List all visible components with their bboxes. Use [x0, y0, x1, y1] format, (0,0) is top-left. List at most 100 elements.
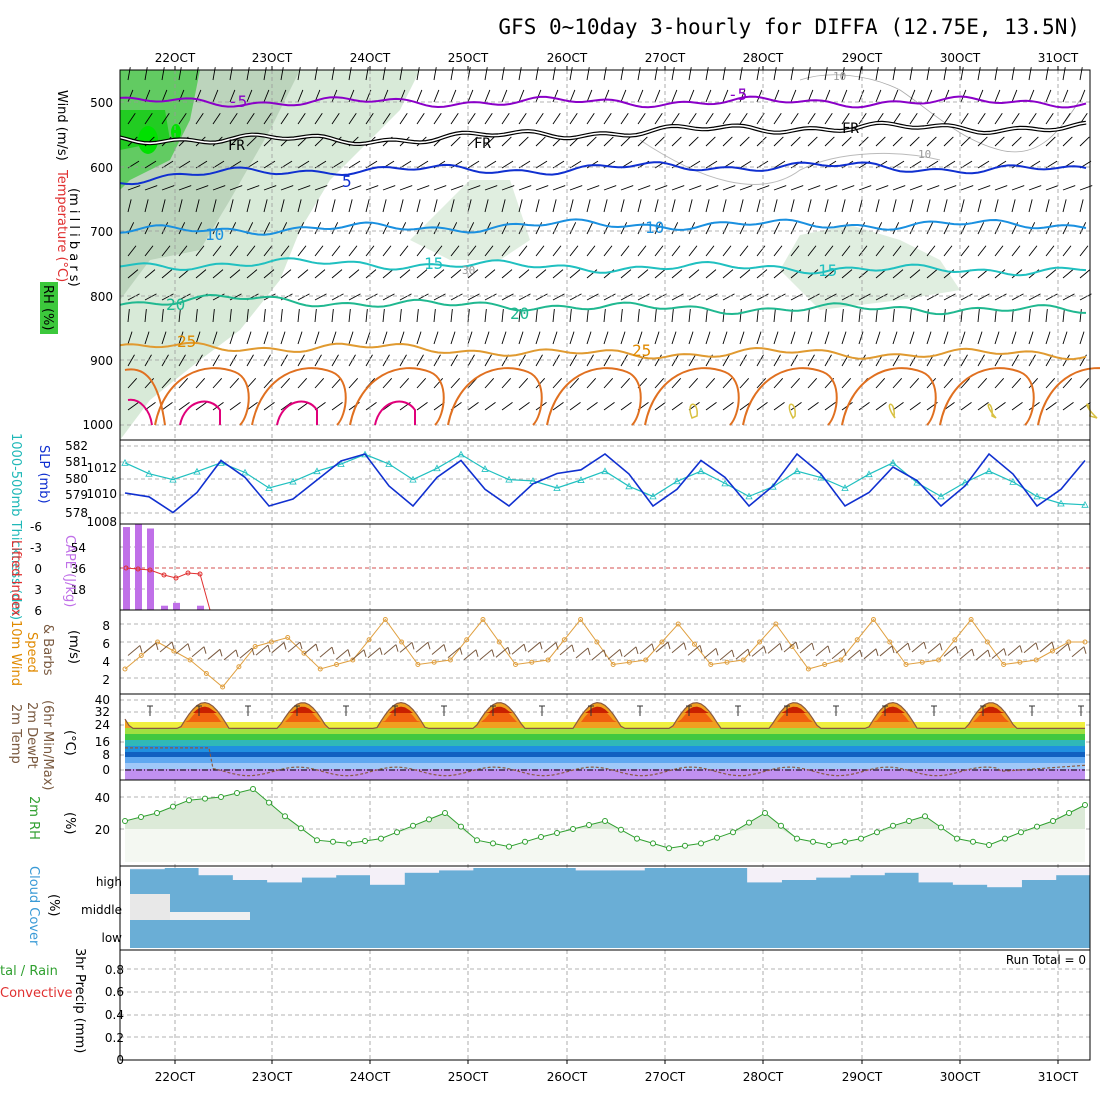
- wind-barb: [688, 112, 697, 125]
- wind-barb: [807, 67, 811, 81]
- wind-barb: [411, 642, 415, 650]
- wind-barb: [773, 245, 783, 257]
- wind-barb: [790, 136, 801, 147]
- wind-barb: [535, 112, 544, 125]
- wind-barb: [1028, 401, 1040, 411]
- wind-barb: [892, 245, 902, 257]
- rh-point: [410, 822, 416, 829]
- wind-barb: [943, 378, 954, 389]
- thickness-point: [1057, 499, 1065, 507]
- wind-barb: [975, 649, 989, 661]
- rh-point: [1050, 818, 1056, 824]
- wind-barb: [994, 89, 1001, 103]
- rh-point: [426, 816, 432, 823]
- wind-barb: [365, 269, 377, 279]
- wind-barb: [739, 185, 753, 191]
- upper-y-axis: 500 600 700 800 900 1000: [82, 96, 113, 432]
- rh-shade: [138, 126, 158, 154]
- wind-barb: [484, 309, 487, 323]
- wind-barb: [1067, 643, 1071, 651]
- wind-barb: [756, 331, 762, 345]
- wind-barb: [195, 112, 204, 125]
- wind-barb: [909, 136, 920, 147]
- wind-barb: [1045, 199, 1050, 213]
- wind-barb: [1079, 199, 1084, 213]
- wind-barb: [715, 648, 719, 656]
- wind-barb: [280, 185, 294, 191]
- wind-barb: [875, 136, 886, 147]
- wind-barb: [943, 112, 952, 125]
- wind-barb: [1079, 378, 1090, 389]
- thickness-point: [649, 492, 657, 500]
- wind-barb: [671, 309, 674, 323]
- rh-point: [378, 835, 384, 842]
- wind-barb: [552, 331, 558, 345]
- wind-barb: [399, 185, 413, 191]
- wind-barb: [960, 112, 969, 125]
- wind-barb: [739, 309, 742, 323]
- wind-barb: [705, 293, 718, 301]
- temp-band: [125, 769, 1085, 780]
- tick-label: 800: [90, 290, 113, 304]
- wind-barb: [943, 136, 954, 147]
- rh-point: [682, 842, 688, 849]
- wind-barb: [246, 89, 253, 103]
- wind-barb: [807, 331, 813, 345]
- wind-speed-point: [659, 639, 665, 645]
- wind-barb: [246, 378, 257, 389]
- wind-barb: [994, 67, 998, 81]
- wind-barb: [527, 641, 541, 653]
- wind-barb: [620, 331, 626, 345]
- wind-barb: [246, 185, 260, 191]
- wind-barb: [586, 185, 600, 191]
- rh-point: [650, 840, 656, 847]
- wind-barb: [280, 269, 292, 279]
- wind-barb: [1045, 222, 1053, 235]
- wind-barb: [722, 67, 726, 81]
- contour-30: [841, 367, 937, 426]
- wind-speed-point: [366, 637, 372, 643]
- wind-barb: [416, 160, 429, 169]
- wind-barb: [955, 646, 959, 654]
- axis-label: tal / Rain: [0, 964, 58, 979]
- wind-barb: [484, 67, 488, 81]
- wind-barb: [1079, 309, 1082, 323]
- wind-barb: [773, 401, 785, 411]
- wind-barb: [450, 378, 461, 389]
- rh-point: [394, 829, 400, 836]
- thickness-point: [169, 475, 177, 483]
- wind-barb: [773, 112, 782, 125]
- wind-barb: [858, 89, 865, 103]
- cloud-high-gap: [781, 868, 817, 880]
- wind-barb: [178, 199, 183, 213]
- wind-barb: [1011, 293, 1024, 301]
- wind-barb: [858, 245, 868, 257]
- rh-point: [154, 810, 160, 816]
- wind-barb: [739, 199, 744, 213]
- wind-barb: [586, 293, 599, 301]
- wind-barb: [382, 269, 394, 279]
- wind-barb: [994, 245, 1004, 257]
- axis-label: (m/s): [66, 630, 81, 664]
- wind-barb: [824, 185, 838, 191]
- wind-barb: [518, 245, 528, 257]
- temp-range: [343, 705, 349, 716]
- thickness-point: [121, 458, 129, 466]
- wind-barb: [751, 646, 765, 657]
- wind-barb: [603, 67, 607, 81]
- wind-barb: [994, 136, 1005, 147]
- wind-barb: [1011, 160, 1024, 169]
- wind-barb: [705, 331, 711, 345]
- wind-barb: [178, 293, 191, 301]
- wind-barb: [144, 222, 152, 235]
- wind-barb: [960, 331, 966, 345]
- temp-range: [686, 705, 692, 716]
- wind-barb: [1045, 269, 1057, 279]
- wind-barb: [539, 642, 543, 650]
- wind-barb: [926, 293, 939, 301]
- wind-barb: [569, 222, 577, 235]
- date-label: 30OCT: [940, 51, 981, 65]
- axis-label: SLP (mb): [36, 445, 51, 504]
- wind-barb: [1028, 67, 1032, 81]
- svg-text:-3: -3: [30, 541, 42, 555]
